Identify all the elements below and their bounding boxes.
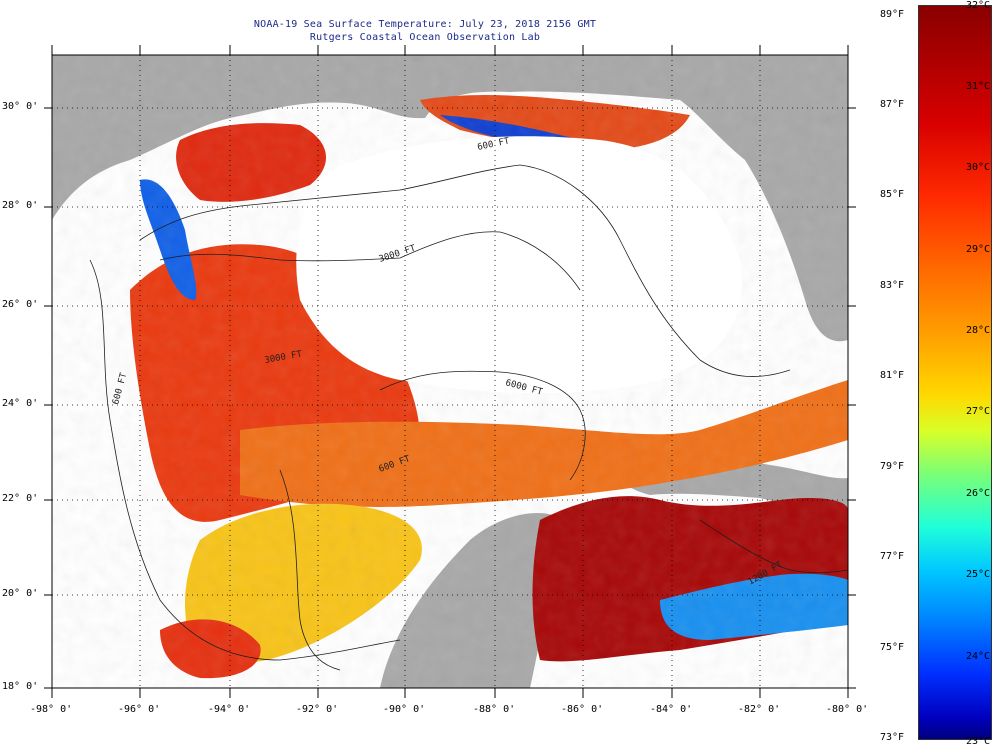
cb-f-83: 83°F [880, 280, 905, 291]
lon-label-86: -86° 0' [561, 704, 604, 715]
cb-c-25: 25°C [966, 569, 991, 580]
cb-f-75: 75°F [880, 642, 905, 653]
graticule [52, 55, 848, 688]
lat-label-28: 28° 0' [2, 200, 39, 211]
cloud-center [296, 136, 742, 394]
cb-f-87: 87°F [880, 99, 905, 110]
lon-label-96: -96° 0' [118, 704, 161, 715]
cb-f-85: 85°F [880, 189, 905, 200]
lon-label-82: -82° 0' [738, 704, 781, 715]
lon-label-80: -80° 0' [826, 704, 869, 715]
cb-f-79: 79°F [880, 461, 905, 472]
cb-c-24: 24°C [966, 651, 991, 662]
cb-c-29: 29°C [966, 244, 991, 255]
lat-label-26: 26° 0' [2, 299, 39, 310]
lat-label-18: 18° 0' [2, 681, 39, 692]
cb-c-32: 32°C [966, 0, 991, 11]
cb-c-27: 27°C [966, 406, 991, 417]
map-subtitle: Rutgers Coastal Ocean Observation Lab [309, 32, 541, 43]
lon-label-88: -88° 0' [473, 704, 516, 715]
tick-marks [44, 45, 856, 698]
lat-label-30: 30° 0' [2, 101, 39, 112]
plot-frame [51, 54, 849, 689]
cb-f-77: 77°F [880, 551, 905, 562]
temperature-colorbar [918, 5, 992, 740]
lon-label-94: -94° 0' [208, 704, 251, 715]
lon-label-84: -84° 0' [650, 704, 693, 715]
lat-label-24: 24° 0' [2, 398, 39, 409]
cb-c-30: 30°C [966, 162, 991, 173]
cb-f-81: 81°F [880, 370, 905, 381]
isobath-contours [89, 164, 848, 671]
map-title: NOAA-19 Sea Surface Temperature: July 23… [253, 19, 597, 30]
lat-label-22: 22° 0' [2, 493, 39, 504]
lon-label-92: -92° 0' [296, 704, 339, 715]
cb-f-89: 89°F [880, 9, 905, 20]
lat-label-20: 20° 0' [2, 588, 39, 599]
lon-label-98: -98° 0' [30, 704, 73, 715]
cb-c-31: 31°C [966, 81, 991, 92]
cb-c-26: 26°C [966, 488, 991, 499]
lon-label-90: -90° 0' [383, 704, 426, 715]
cb-c-23: 23°C [966, 736, 991, 747]
cb-c-28: 28°C [966, 325, 991, 336]
cb-f-73: 73°F [880, 732, 905, 743]
